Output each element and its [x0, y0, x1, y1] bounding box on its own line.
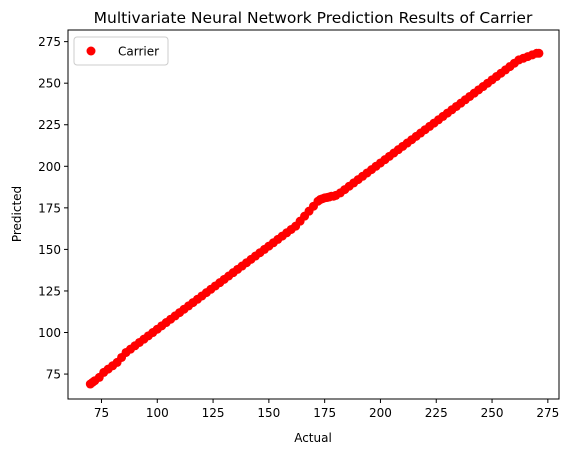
y-tick-label: 75 [46, 368, 61, 382]
plot-area: 75 100 125 150 175 200 225 250 275 75 100 125 150 17… [38, 29, 560, 420]
y-axis: 75 100 125 150 175 200 225 250 275 [38, 35, 68, 382]
x-axis-label: Actual [294, 431, 332, 445]
legend-box [73, 36, 169, 66]
y-axis-label: Predicted [10, 186, 24, 242]
x-tick-label: 225 [425, 406, 448, 420]
x-tick-label: 175 [313, 406, 336, 420]
legend-marker-carrier [86, 46, 96, 56]
y-tick-label: 250 [38, 77, 61, 91]
legend: Carrier [73, 36, 169, 66]
x-tick-label: 150 [257, 406, 280, 420]
legend-label-carrier: Carrier [118, 45, 159, 59]
y-tick-label: 275 [38, 35, 61, 49]
x-axis: 75 100 125 150 175 200 225 250 275 [94, 399, 559, 420]
data-point [534, 48, 544, 58]
x-tick-label: 125 [202, 406, 225, 420]
axes-frame [67, 29, 560, 400]
y-tick-label: 100 [38, 326, 61, 340]
scatter-series-carrier [85, 48, 544, 389]
x-tick-label: 275 [536, 406, 559, 420]
chart-title: Multivariate Neural Network Prediction R… [94, 9, 533, 27]
y-tick-label: 175 [38, 201, 61, 215]
x-tick-label: 250 [481, 406, 504, 420]
x-tick-label: 100 [146, 406, 169, 420]
y-tick-label: 125 [38, 284, 61, 298]
y-tick-label: 150 [38, 243, 61, 257]
x-tick-label: 75 [94, 406, 109, 420]
x-tick-label: 200 [369, 406, 392, 420]
y-tick-label: 225 [38, 118, 61, 132]
y-tick-label: 200 [38, 160, 61, 174]
